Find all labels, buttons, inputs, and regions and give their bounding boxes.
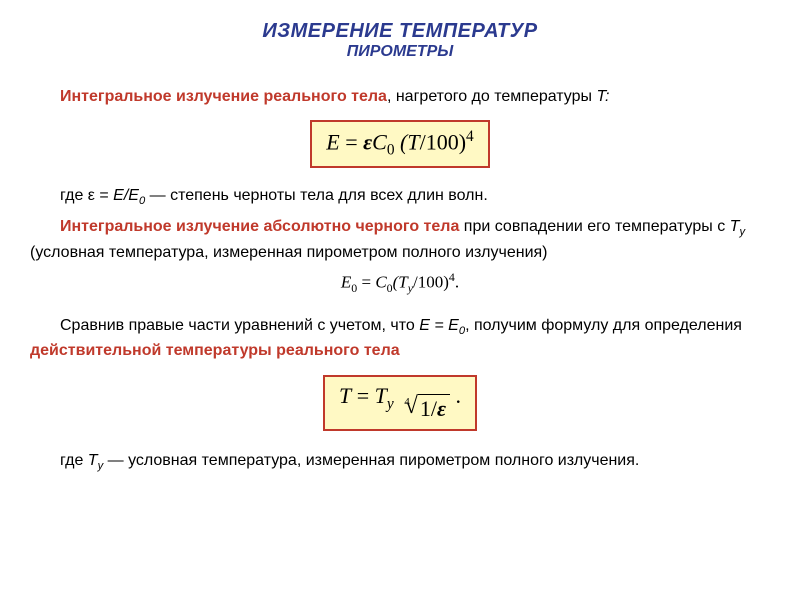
p4-highlight: действительной температуры реального тел… xyxy=(30,342,400,359)
p4-a: Сравнив правые части уравнений с учетом,… xyxy=(60,317,419,334)
eq2-dot: . xyxy=(455,273,459,292)
p3-sub: y xyxy=(739,227,745,239)
p4-b: E = E xyxy=(419,317,459,334)
p1-text: , нагретого до температуры xyxy=(387,88,597,105)
paragraph-2: где ε = E/E0 — степень черноты тела для … xyxy=(30,184,770,209)
eq2-eq: = xyxy=(357,273,375,292)
p2-a: где ε = xyxy=(60,187,113,204)
page-title: ИЗМЕРЕНИЕ ТЕМПЕРАТУР xyxy=(30,20,770,43)
equation-3-wrap: T = Ty 4 √ 1/ε . xyxy=(30,375,770,432)
eq2-d: /100) xyxy=(413,273,449,292)
eq3-radicand: 1/ε xyxy=(418,394,450,424)
eq3-root-index: 4 xyxy=(404,396,410,408)
p5-c: — условная температура, измеренная пиром… xyxy=(103,452,639,469)
paragraph-4: Сравнив правые части уравнений с учетом,… xyxy=(30,314,770,363)
p3-highlight: Интегральное излучение абсолютно черного… xyxy=(60,218,459,235)
eq1-restb: /100) xyxy=(420,130,466,155)
eq3-rad-eps: ε xyxy=(437,396,446,421)
eq1-eq: = xyxy=(340,130,363,155)
eq3-tysub: y xyxy=(387,395,394,412)
eq1-c0sub: 0 xyxy=(387,142,395,159)
p3-d: (условная температура, измеренная пироме… xyxy=(30,244,548,261)
p1-var: T: xyxy=(596,88,609,105)
eq3-ty: T xyxy=(375,383,387,408)
paragraph-1: Интегральное излучение реального тела, н… xyxy=(30,85,770,108)
p3-c: T xyxy=(730,218,740,235)
paragraph-5: где Ty — условная температура, измеренна… xyxy=(30,449,770,474)
eq2-b: C xyxy=(375,273,386,292)
equation-2: E0 = C0(Ty/100)4. xyxy=(30,270,770,296)
p5-a: где xyxy=(60,452,88,469)
eq3-dot: . xyxy=(450,383,461,408)
p2-b: E/E xyxy=(113,187,139,204)
paragraph-3: Интегральное излучение абсолютно черного… xyxy=(30,215,770,264)
p5-b: T xyxy=(88,452,98,469)
eq2-a: E xyxy=(341,273,351,292)
page-subtitle: ПИРОМЕТРЫ xyxy=(30,43,770,61)
equation-1: E = εC0 (T/100)4 xyxy=(310,120,490,168)
eq1-c0: C xyxy=(372,130,387,155)
p1-highlight: Интегральное излучение реального тела xyxy=(60,88,387,105)
equation-1-wrap: E = εC0 (T/100)4 xyxy=(30,120,770,168)
equation-3: T = Ty 4 √ 1/ε . xyxy=(323,375,477,432)
p3-b: при совпадении его температуры с xyxy=(459,218,729,235)
eq1-resta: (T xyxy=(395,130,420,155)
p2-c: — степень черноты тела для всех длин вол… xyxy=(145,187,488,204)
eq1-eps: ε xyxy=(363,130,372,155)
eq1-exp: 4 xyxy=(466,128,474,145)
eq2-c: (T xyxy=(393,273,408,292)
p4-c: , получим формулу для определения xyxy=(465,317,742,334)
eq1-lhs: E xyxy=(326,130,339,155)
eq3-eq: = xyxy=(351,383,374,408)
eq3-root: 4 √ 1/ε xyxy=(399,394,450,424)
eq3-rad-a: 1/ xyxy=(420,396,437,421)
eq3-lhs: T xyxy=(339,383,351,408)
